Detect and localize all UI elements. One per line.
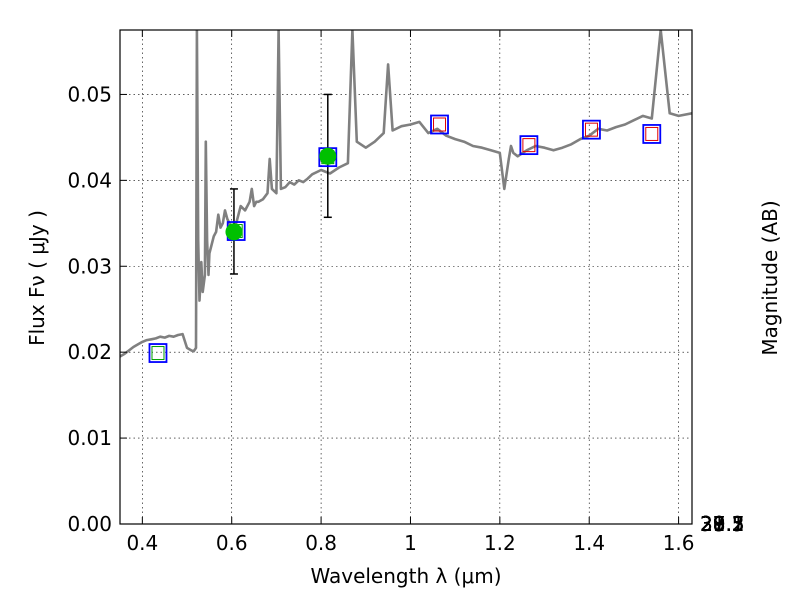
- mag-tick-label: 27.7: [700, 512, 745, 536]
- x-tick-label: 1.4: [573, 531, 605, 555]
- x-tick-label: 1: [404, 531, 417, 555]
- plot-frame: [119, 29, 693, 525]
- mag-tick-label: 28.5: [700, 512, 745, 536]
- x-tick-label: 1.6: [663, 531, 695, 555]
- mag-tick-label: 28.2: [700, 512, 745, 536]
- mag-tick-label: 27.5: [700, 512, 745, 536]
- mag-tick-label: 27.1: [700, 512, 745, 536]
- y-tick-label: 0.02: [67, 340, 112, 364]
- y-axis-title: Flux Fν ( μJy ): [25, 210, 49, 346]
- model-point-box: [519, 135, 539, 156]
- model-point-box: [582, 119, 601, 140]
- y-tick-label: 0.00: [67, 512, 112, 536]
- model-point-inner: [584, 122, 598, 137]
- y-axis-label: Flux Fν ( μJy ): [25, 210, 49, 346]
- model-point-inner: [433, 117, 447, 132]
- model-point-box: [430, 114, 449, 135]
- x-tick-label: 1.2: [484, 531, 516, 555]
- x-tick-label: 0.4: [126, 531, 158, 555]
- model-point-inner: [522, 138, 536, 153]
- plot-content: [120, 30, 692, 363]
- observed-point: [319, 147, 337, 165]
- magnitude-axis-title: Magnitude (AB): [758, 200, 782, 355]
- x-axis-label: Wavelength λ (μm): [310, 564, 501, 588]
- mag-tick-label: 28: [700, 512, 725, 536]
- model-point-inner: [645, 126, 659, 141]
- y-tick-label: 0.04: [67, 168, 112, 192]
- ticks: 0.4 0.6 0.8 1 1.2 1.4 1.6 0.00 0.01 0.02 0.03 0.04 0…: [67, 30, 745, 555]
- right-axis-label: Magnitude (AB): [758, 200, 782, 355]
- model-point-box: [148, 343, 168, 363]
- x-tick-label: 0.6: [216, 531, 248, 555]
- y-tick-label: 0.03: [67, 254, 112, 278]
- mag-tick-label: 30: [700, 512, 725, 536]
- plot-area: [120, 30, 692, 363]
- mag-tick-label: 31: [700, 512, 725, 536]
- x-axis-title: Wavelength λ (μm): [310, 564, 501, 588]
- y-tick-label: 0.05: [67, 82, 112, 106]
- model-point-box: [642, 124, 662, 144]
- mag-tick-label: 29: [700, 512, 725, 536]
- model-point-inner: [151, 346, 165, 361]
- x-tick-label: 0.8: [305, 531, 337, 555]
- y-tick-label: 0.01: [67, 426, 112, 450]
- observed-point: [225, 223, 243, 241]
- mag-tick-label: 27.3: [700, 512, 745, 536]
- mag-tick-label: 29.5: [700, 512, 745, 536]
- spectrum-line: [120, 30, 692, 358]
